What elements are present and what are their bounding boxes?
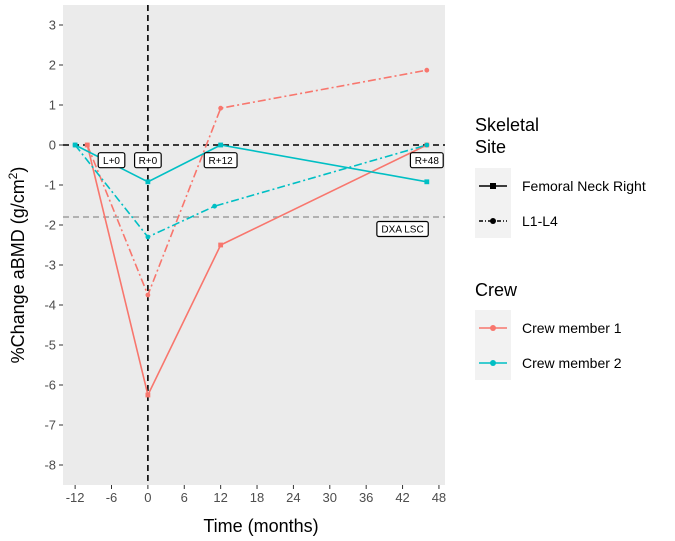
data-point-crew-member-1-l1-l4-2 [218,105,224,111]
legend-item-crew-member-1: Crew member 1 [522,320,622,336]
y-tick-label-7: -4 [44,298,56,313]
x-tick-label-6: 24 [286,490,300,505]
x-tick-label-10: 48 [432,490,446,505]
legend-item-l1-l4: L1-L4 [522,213,558,229]
x-axis-title: Time (months) [203,516,318,536]
data-point-crew-member-2-l1-l4-2 [212,203,217,209]
data-point-crew-member-2-l1-l4-1 [145,234,151,240]
annotation-label-1: R+0 [139,156,158,167]
data-point-crew-member-1-l1-l4-0 [84,142,90,148]
annotation-box-1 [133,152,162,169]
y-tick-label-2: 1 [49,98,56,113]
annotation-layer: L+0 R+0 R+12 R+48 DXA LSC [97,152,444,238]
data-point-crew-member-1-femoral-neck-right-2 [218,242,224,248]
x-tick-label-0: -12 [66,490,85,505]
y-tick-label-6: -3 [44,258,56,273]
legend-site-title-line2: Site [475,137,506,157]
data-point-crew-member-2-femoral-neck-right-2 [218,142,224,148]
x-tick-label-7: 30 [323,490,337,505]
annotation-label-0: L+0 [103,156,120,167]
data-point-crew-member-1-femoral-neck-right-1 [145,392,151,398]
y-tick-label-10: -7 [44,418,56,433]
legend-key-marker-femoral [490,183,496,189]
legend-skeletal-site: Skeletal Site Femoral Neck Right L1-L4 [475,115,646,238]
legend-crew-title: Crew [475,280,518,300]
legend-item-femoral-neck-right: Femoral Neck Right [522,178,646,194]
x-tick-label-1: -6 [106,490,118,505]
legend-key-marker-l1l4 [490,218,496,224]
series-line-crew-member-1-femoral-neck-right [86,144,428,398]
data-point-crew-member-2-l1-l4-3 [424,142,430,148]
annotation-label-2: R+12 [209,156,234,167]
y-tick-label-11: -8 [44,458,56,473]
y-tick-label-5: -2 [44,218,56,233]
legend-item-crew-member-2: Crew member 2 [522,355,622,371]
y-tick-label-0: 3 [49,18,56,33]
y-tick-label-8: -5 [44,338,56,353]
y-tick-label-4: -1 [44,178,56,193]
annotation-label-4: DXA LSC [381,225,423,236]
annotation-box-4 [376,220,429,238]
plot-panel [63,5,445,485]
series-line-crew-member-1-l1-l4 [86,69,427,298]
x-tick-label-4: 12 [213,490,227,505]
x-tick-label-3: 6 [181,490,188,505]
y-axis-title: %Change aBMD (g/cm2) [6,167,28,364]
x-tick-label-5: 18 [250,490,264,505]
data-point-crew-member-2-femoral-neck-right-3 [424,179,430,185]
annotation-box-2 [203,152,238,169]
legend-key-marker-crew1 [490,325,496,331]
data-point-crew-member-1-l1-l4-3 [424,67,430,73]
legend-key-marker-crew2 [490,360,496,366]
annotation-box-3 [409,152,444,169]
x-tick-label-8: 36 [359,490,373,505]
data-point-crew-member-1-l1-l4-1 [145,292,151,298]
x-tick-label-9: 42 [395,490,409,505]
y-tick-label-1: 2 [49,58,56,73]
x-tick-label-2: 0 [144,490,151,505]
legend-site-title-line1: Skeletal [475,115,539,135]
axis-layer: -12 -6 0 6 12 18 24 30 36 42 48 3 2 1 0 -1 -2 -3 -4 -5 -6 -7 -… [44,18,446,506]
legend-crew: Crew Crew member 1 Crew member 2 [475,280,622,380]
y-tick-label-3: 0 [49,138,56,153]
annotation-label-3: R+48 [415,156,440,167]
annotation-box-0 [97,152,126,169]
y-tick-label-9: -6 [44,378,56,393]
data-point-crew-member-2-l1-l4-0 [72,142,78,148]
reference-lines [63,5,445,485]
data-point-crew-member-2-femoral-neck-right-1 [145,179,151,185]
